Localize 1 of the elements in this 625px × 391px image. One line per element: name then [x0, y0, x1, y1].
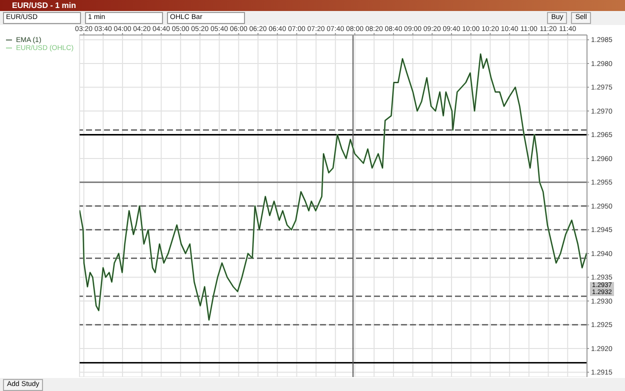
- chart-title: EUR/USD - 1 min: [0, 0, 625, 11]
